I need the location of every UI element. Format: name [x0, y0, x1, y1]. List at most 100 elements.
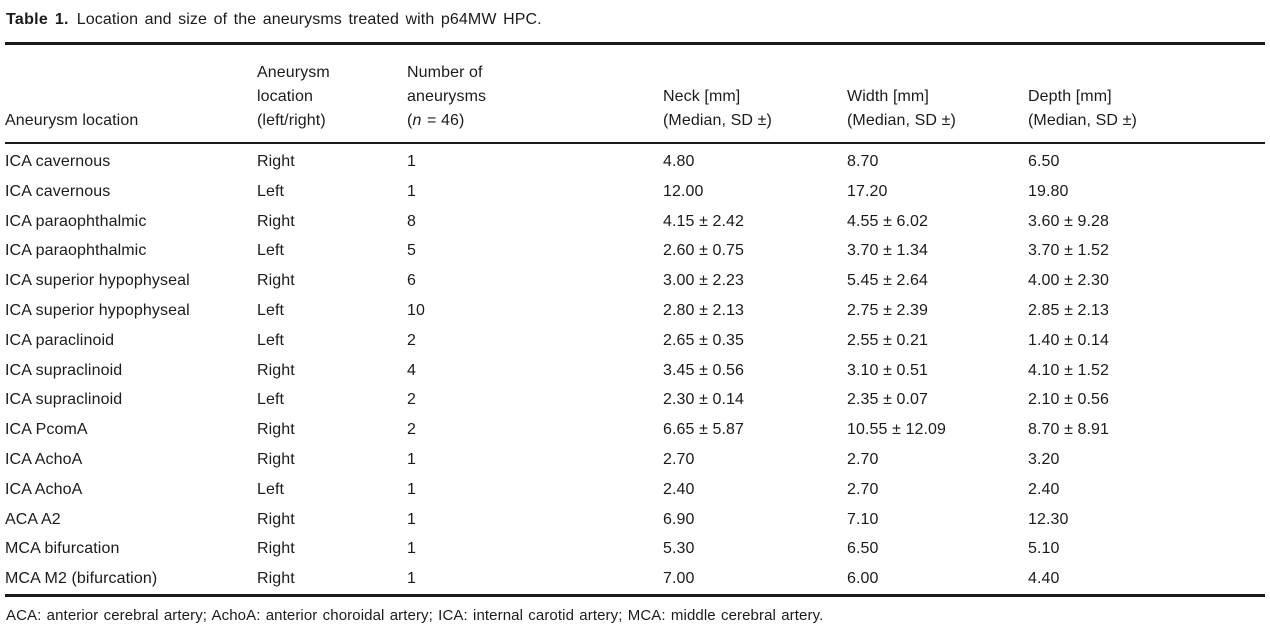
cell-aneurysm-location: ICA paraclinoid	[5, 331, 115, 349]
table-row: ICA superior hypophyseal Right 6 3.00 ± …	[5, 266, 1265, 296]
cell-depth: 4.10 ± 1.52	[1028, 361, 1110, 379]
header-side: Aneurysm location (left/right)	[257, 44, 407, 144]
cell-aneurysm-location: ICA AchoA	[5, 450, 83, 468]
cell-depth: 6.50	[1028, 153, 1060, 170]
cell-count: 2	[407, 421, 416, 439]
table-row: ICA cavernous Right 1 4.80 8.70 6.50	[5, 143, 1265, 177]
table-row: ICA cavernous Left 1 12.00 17.20 19.80	[5, 177, 1265, 207]
table-row: ICA AchoA Right 1 2.70 2.70 3.20	[5, 445, 1265, 475]
header-neck-line1: Neck [mm]	[663, 88, 741, 105]
table-row: ICA superior hypophyseal Left 10 2.80 ± …	[5, 296, 1265, 326]
cell-width: 2.70	[847, 480, 879, 498]
header-aneurysm-location: Aneurysm location	[5, 44, 257, 144]
cell-aneurysm-location: ICA supraclinoid	[5, 361, 123, 379]
cell-side: Left	[257, 301, 285, 319]
cell-side: Right	[257, 361, 295, 379]
header-depth: Depth [mm] (Median, SD ±)	[1028, 44, 1265, 144]
cell-neck: 4.80	[663, 153, 695, 170]
header-aneurysm-location-label: Aneurysm location	[5, 112, 139, 129]
cell-depth: 3.60 ± 9.28	[1028, 212, 1110, 230]
header-side-line2: location	[257, 88, 313, 105]
cell-count: 2	[407, 331, 416, 349]
table-caption-text: Location and size of the aneurysms treat…	[76, 11, 542, 28]
header-neck: Neck [mm] (Median, SD ±)	[663, 44, 847, 144]
table-row: ICA AchoA Left 1 2.40 2.70 2.40	[5, 475, 1265, 505]
header-count: Number of aneurysms (n = 46)	[407, 44, 663, 144]
cell-width: 5.45 ± 2.64	[847, 272, 929, 290]
cell-count: 1	[407, 480, 416, 498]
cell-aneurysm-location: ICA paraophthalmic	[5, 242, 147, 260]
cell-count: 10	[407, 301, 425, 319]
header-count-line2: aneurysms	[407, 88, 487, 105]
cell-aneurysm-location: ICA superior hypophyseal	[5, 272, 190, 290]
cell-depth: 12.30	[1028, 510, 1069, 528]
cell-count: 1	[407, 153, 416, 170]
table-row: ICA supraclinoid Left 2 2.30 ± 0.14 2.35…	[5, 385, 1265, 415]
cell-aneurysm-location: ICA AchoA	[5, 480, 83, 498]
cell-depth: 1.40 ± 0.14	[1028, 331, 1110, 349]
cell-neck: 2.40	[663, 480, 695, 498]
cell-aneurysm-location: MCA bifurcation	[5, 540, 120, 558]
cell-width: 17.20	[847, 182, 888, 200]
cell-width: 2.70	[847, 450, 879, 468]
table-row: ICA supraclinoid Right 4 3.45 ± 0.56 3.1…	[5, 356, 1265, 386]
cell-count: 5	[407, 242, 416, 260]
header-width: Width [mm] (Median, SD ±)	[847, 44, 1028, 144]
cell-neck: 7.00	[663, 570, 695, 588]
aneurysm-table: Aneurysm location Aneurysm location (lef…	[5, 42, 1265, 597]
table-row: MCA M2 (bifurcation) Right 1 7.00 6.00 4…	[5, 564, 1265, 595]
cell-side: Right	[257, 540, 295, 558]
table-caption: Table 1. Location and size of the aneurys…	[6, 9, 1267, 31]
cell-aneurysm-location: ACA A2	[5, 510, 61, 528]
cell-depth: 3.20	[1028, 450, 1060, 468]
cell-depth: 4.00 ± 2.30	[1028, 272, 1110, 290]
cell-side: Right	[257, 570, 295, 588]
cell-neck: 4.15 ± 2.42	[663, 212, 745, 230]
cell-count: 1	[407, 450, 416, 468]
table-row: ICA paraclinoid Left 2 2.65 ± 0.35 2.55 …	[5, 326, 1265, 356]
table-row: ICA PcomA Right 2 6.65 ± 5.87 10.55 ± 12…	[5, 415, 1265, 445]
cell-count: 1	[407, 510, 416, 528]
cell-side: Right	[257, 421, 295, 439]
header-neck-line2: (Median, SD ±)	[663, 112, 772, 129]
cell-aneurysm-location: MCA M2 (bifurcation)	[5, 570, 158, 588]
cell-aneurysm-location: ICA paraophthalmic	[5, 212, 147, 230]
cell-side: Right	[257, 272, 295, 290]
cell-depth: 2.10 ± 0.56	[1028, 391, 1110, 409]
cell-neck: 12.00	[663, 182, 704, 200]
cell-neck: 6.65 ± 5.87	[663, 421, 745, 439]
cell-side: Left	[257, 182, 285, 200]
table-row: ICA paraophthalmic Left 5 2.60 ± 0.75 3.…	[5, 236, 1265, 266]
header-count-paren: (	[407, 112, 413, 129]
cell-width: 7.10	[847, 510, 879, 528]
cell-neck: 2.30 ± 0.14	[663, 391, 745, 409]
cell-side: Left	[257, 391, 285, 409]
header-side-line3: (left/right)	[257, 112, 326, 129]
cell-count: 1	[407, 540, 416, 558]
cell-depth: 5.10	[1028, 540, 1060, 558]
table-footnote: ACA: anterior cerebral artery; AchoA: an…	[6, 606, 824, 624]
table-body: ICA cavernous Right 1 4.80 8.70 6.50 ICA…	[5, 143, 1265, 595]
cell-count: 6	[407, 272, 416, 290]
cell-aneurysm-location: ICA supraclinoid	[5, 391, 123, 409]
cell-count: 1	[407, 570, 416, 588]
cell-width: 6.50	[847, 540, 879, 558]
cell-side: Right	[257, 212, 295, 230]
cell-aneurysm-location: ICA cavernous	[5, 153, 111, 170]
cell-depth: 2.40	[1028, 480, 1060, 498]
cell-count: 4	[407, 361, 416, 379]
header-width-line2: (Median, SD ±)	[847, 112, 956, 129]
cell-side: Left	[257, 242, 285, 260]
header-count-n-symbol: n	[412, 112, 422, 129]
cell-width: 10.55 ± 12.09	[847, 421, 947, 439]
cell-depth: 3.70 ± 1.52	[1028, 242, 1110, 260]
cell-depth: 4.40	[1028, 570, 1060, 588]
cell-side: Right	[257, 510, 295, 528]
header-width-line1: Width [mm]	[847, 88, 929, 105]
cell-width: 3.10 ± 0.51	[847, 361, 929, 379]
cell-side: Right	[257, 450, 295, 468]
cell-width: 6.00	[847, 570, 879, 588]
cell-depth: 8.70 ± 8.91	[1028, 421, 1110, 439]
table-header: Aneurysm location Aneurysm location (lef…	[5, 44, 1265, 144]
